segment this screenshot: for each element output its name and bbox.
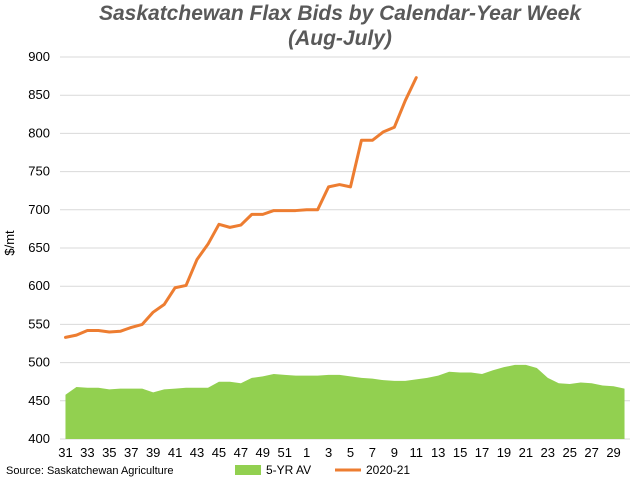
- x-tick-label: 15: [453, 445, 467, 460]
- y-tick-label-800: 800: [28, 125, 50, 140]
- y-tick-label-600: 600: [28, 278, 50, 293]
- x-tick-label: 11: [410, 445, 424, 460]
- area-series-5yr-av: [65, 364, 625, 439]
- x-tick-label: 51: [277, 445, 291, 460]
- x-tick-label: 35: [102, 445, 116, 460]
- x-tick-label: 1: [303, 445, 310, 460]
- y-tick-label-700: 700: [28, 202, 50, 217]
- y-axis-label: $/mt: [2, 230, 17, 256]
- x-tick-label: 5: [347, 445, 354, 460]
- y-tick-label-550: 550: [28, 316, 50, 331]
- x-tick-label: 23: [541, 445, 555, 460]
- x-tick-label: 13: [431, 445, 445, 460]
- x-tick-label: 33: [80, 445, 94, 460]
- line-series-2020-21: [63, 76, 418, 339]
- x-tick-label: 37: [124, 445, 138, 460]
- y-tick-label-500: 500: [28, 355, 50, 370]
- x-tick-label: 41: [168, 445, 182, 460]
- x-tick-label: 3: [325, 445, 332, 460]
- x-tick-label: 25: [562, 445, 576, 460]
- x-tick-label: 39: [146, 445, 160, 460]
- legend-label-5yr-av: 5-YR AV: [266, 463, 311, 477]
- x-tick-label: 31: [58, 445, 72, 460]
- y-tick-label-900: 900: [28, 49, 50, 64]
- source-note: Source: Saskatchewan Agriculture: [6, 465, 174, 477]
- y-tick-label-400: 400: [28, 431, 50, 446]
- x-tick-label: 45: [212, 445, 226, 460]
- y-tick-labels: 400 450 500 550 600 650 700 750 800 850 900: [28, 49, 50, 446]
- y-tick-label-850: 850: [28, 87, 50, 102]
- chart-title-line-2: (Aug-July): [288, 27, 392, 50]
- x-tick-label: 43: [190, 445, 204, 460]
- legend-label-2020-21: 2020-21: [366, 463, 410, 477]
- x-tick-label: 29: [606, 445, 620, 460]
- x-tick-label: 17: [475, 445, 489, 460]
- legend: 5-YR AV 2020-21: [235, 463, 410, 477]
- line-series-layer: [63, 76, 418, 339]
- area-series-layer: [65, 364, 625, 439]
- x-tick-label: 21: [519, 445, 533, 460]
- x-tick-label: 47: [234, 445, 248, 460]
- x-tick-labels: 31 33 35 37 39 41 43 45 47 49 51 1 3 5 7 9 11 13 15 17 19 21 2…: [58, 445, 621, 460]
- y-tick-label-650: 650: [28, 240, 50, 255]
- legend-swatch-5yr-av: [235, 465, 261, 475]
- x-tick-label: 19: [497, 445, 511, 460]
- y-tick-label-450: 450: [28, 393, 50, 408]
- x-tick-label: 9: [391, 445, 398, 460]
- x-tick-label: 49: [256, 445, 270, 460]
- chart-title-line-1: Saskatchewan Flax Bids by Calendar-Year …: [99, 2, 582, 25]
- x-tick-label: 27: [584, 445, 598, 460]
- x-tick-label: 7: [369, 445, 376, 460]
- y-tick-label-750: 750: [28, 164, 50, 179]
